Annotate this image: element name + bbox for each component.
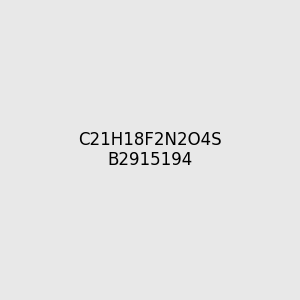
Text: C21H18F2N2O4S
B2915194: C21H18F2N2O4S B2915194 [78,130,222,170]
